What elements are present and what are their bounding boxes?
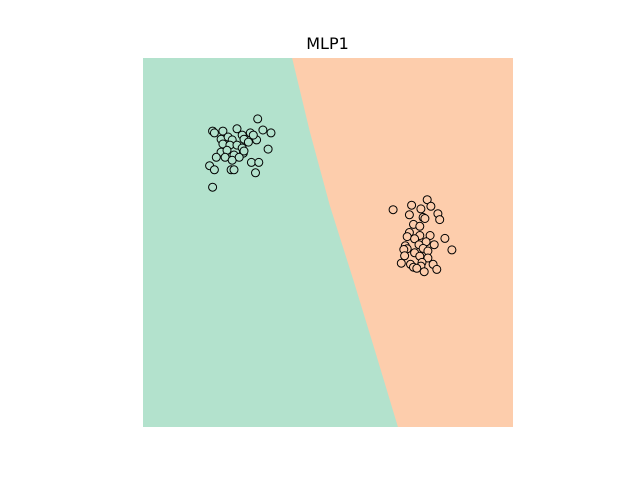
data-point bbox=[388, 205, 398, 215]
data-point bbox=[440, 233, 450, 243]
data-point bbox=[253, 114, 263, 124]
data-point bbox=[404, 210, 414, 220]
data-point bbox=[258, 125, 268, 135]
data-point bbox=[435, 215, 445, 225]
data-point bbox=[234, 152, 244, 162]
data-point bbox=[416, 204, 426, 214]
data-point bbox=[243, 137, 253, 147]
data-point bbox=[254, 157, 264, 167]
data-point bbox=[208, 182, 218, 192]
data-point bbox=[246, 157, 256, 167]
data-point bbox=[400, 251, 410, 261]
data-points bbox=[205, 114, 457, 277]
data-point bbox=[410, 234, 420, 244]
data-point bbox=[232, 124, 242, 134]
chart-title: MLP1 bbox=[306, 34, 349, 53]
data-point bbox=[248, 130, 258, 140]
data-point bbox=[422, 195, 432, 205]
data-point bbox=[423, 253, 433, 263]
data-point bbox=[425, 231, 435, 240]
data-point bbox=[251, 168, 260, 178]
data-point bbox=[419, 267, 429, 277]
data-point bbox=[407, 200, 417, 210]
data-point bbox=[447, 245, 457, 255]
data-point bbox=[402, 232, 412, 242]
plot-area bbox=[143, 58, 513, 427]
data-point bbox=[211, 152, 221, 162]
data-point bbox=[412, 263, 422, 273]
data-point bbox=[415, 221, 425, 231]
data-point bbox=[420, 214, 430, 223]
data-point bbox=[266, 128, 276, 138]
data-point bbox=[426, 201, 436, 211]
data-point bbox=[239, 146, 249, 156]
data-point bbox=[209, 128, 219, 138]
data-point bbox=[429, 240, 439, 250]
data-point bbox=[209, 165, 219, 175]
data-point bbox=[396, 258, 406, 268]
data-point bbox=[229, 165, 239, 175]
data-point bbox=[263, 144, 273, 154]
data-point bbox=[432, 264, 442, 274]
